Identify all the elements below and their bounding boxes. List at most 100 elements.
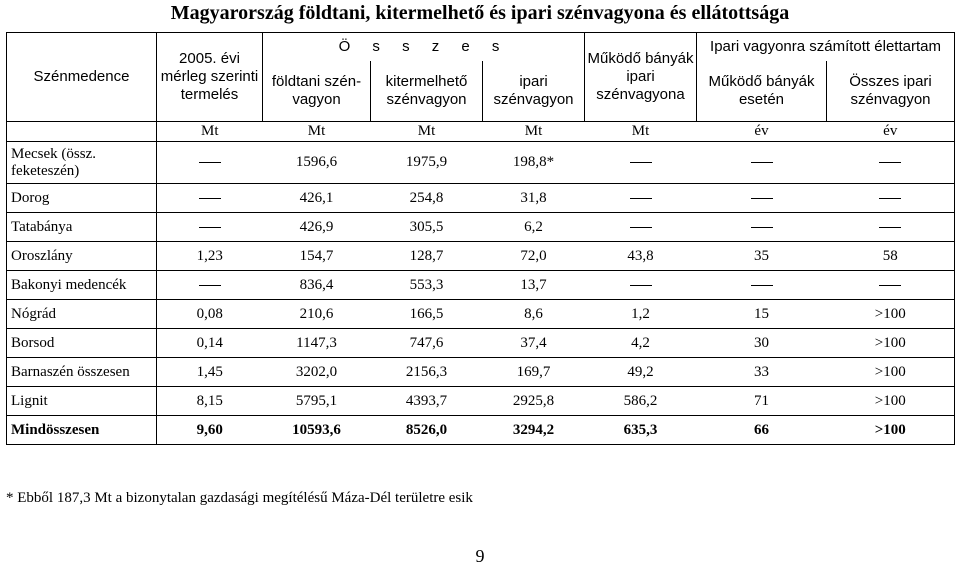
unit-cell: Mt	[524, 123, 543, 139]
value-cell	[156, 212, 263, 242]
value-cell: >100	[826, 328, 955, 358]
value-cell: 210,6	[262, 299, 371, 329]
basin-name: Nógrád	[6, 299, 157, 329]
basin-name: Lignit	[6, 386, 157, 416]
value-cell: 35	[696, 241, 827, 271]
value-cell: 8,15	[156, 386, 263, 416]
table-row: Tatabánya 426,9 305,5 6,2	[6, 212, 955, 242]
value-cell: >100	[826, 415, 955, 445]
value-cell: 1,23	[156, 241, 263, 271]
value-cell: 166,5	[370, 299, 483, 329]
coal-reserves-table: Szénmedence 2005. évi mérleg szerinti te…	[6, 31, 955, 445]
header-industrial-reserve: ipari szénvagyon	[482, 60, 585, 122]
value-cell: 71	[696, 386, 827, 416]
value-cell: >100	[826, 357, 955, 387]
page-number: 9	[475, 546, 485, 566]
table-row: Oroszlány 1,23 154,7 128,7 72,0 43,8 35 58	[6, 241, 955, 271]
unit-cell: Mt	[200, 123, 219, 139]
dash-mark	[629, 226, 652, 228]
value-cell	[696, 270, 827, 300]
value-cell: 154,7	[262, 241, 371, 271]
value-cell: 43,8	[584, 241, 697, 271]
value-cell	[826, 183, 955, 213]
value-cell: 0,08	[156, 299, 263, 329]
value-cell: 1147,3	[262, 328, 371, 358]
basin-name: Dorog	[6, 183, 157, 213]
header-basin: Szénmedence	[6, 32, 157, 122]
dash-mark	[879, 226, 902, 228]
value-cell: 553,3	[370, 270, 483, 300]
value-cell: 49,2	[584, 357, 697, 387]
header-recoverable-reserve: kitermelhető szénvagyon	[370, 60, 483, 122]
dash-mark	[750, 197, 773, 199]
value-cell: 0,14	[156, 328, 263, 358]
value-cell: 3294,2	[482, 415, 585, 445]
value-cell: 58	[826, 241, 955, 271]
unit-cell: Mt	[307, 123, 326, 139]
value-cell: 169,7	[482, 357, 585, 387]
value-cell: 426,1	[262, 183, 371, 213]
value-cell	[156, 183, 263, 213]
value-cell: 305,5	[370, 212, 483, 242]
value-cell: 5795,1	[262, 386, 371, 416]
header-group-total: Ö s s z e s	[262, 31, 585, 61]
value-cell: 198,8*	[482, 141, 585, 184]
value-cell: 9,60	[156, 415, 263, 445]
dash-mark	[879, 197, 902, 199]
value-cell	[156, 141, 263, 184]
value-cell: 747,6	[370, 328, 483, 358]
value-cell: 254,8	[370, 183, 483, 213]
footnote: * Ebből 187,3 Mt a bizonytalan gazdasági…	[6, 490, 473, 506]
value-cell	[696, 183, 827, 213]
value-cell	[826, 270, 955, 300]
table-row: Nógrád 0,08 210,6 166,5 8,6 1,2 15 >100	[6, 299, 955, 329]
value-cell: 1975,9	[370, 141, 483, 184]
dash-mark	[629, 284, 652, 286]
value-cell: 31,8	[482, 183, 585, 213]
value-cell: 66	[696, 415, 827, 445]
value-cell: 1,45	[156, 357, 263, 387]
value-cell: 72,0	[482, 241, 585, 271]
header-operating-mines-reserve: Működő bányák ipari szénvagyona	[584, 32, 697, 122]
value-cell	[584, 141, 697, 184]
value-cell: 836,4	[262, 270, 371, 300]
value-cell: 635,3	[584, 415, 697, 445]
value-cell: 30	[696, 328, 827, 358]
header-lifetime-operating: Működő bányák esetén	[696, 60, 827, 122]
value-cell: 1596,6	[262, 141, 371, 184]
basin-name: Mecsek (össz. feketeszén)	[6, 141, 157, 184]
value-cell	[584, 212, 697, 242]
value-cell: 8,6	[482, 299, 585, 329]
table-row: Mindösszesen 9,60 10593,6 8526,0 3294,2 635,3…	[6, 415, 955, 445]
table-row: Barnaszén összesen 1,45 3202,0 2156,3 169,7 4…	[6, 357, 955, 387]
value-cell: 4,2	[584, 328, 697, 358]
dash-mark	[198, 284, 221, 286]
value-cell: 15	[696, 299, 827, 329]
table-row: Borsod 0,14 1147,3 747,6 37,4 4,2 30 >100	[6, 328, 955, 358]
unit-cell: év	[754, 123, 769, 139]
value-cell: 3202,0	[262, 357, 371, 387]
value-cell: 1,2	[584, 299, 697, 329]
value-cell	[826, 141, 955, 184]
value-cell: 128,7	[370, 241, 483, 271]
value-cell	[696, 141, 827, 184]
basin-name: Borsod	[6, 328, 157, 358]
value-cell: 8526,0	[370, 415, 483, 445]
value-cell	[696, 212, 827, 242]
dash-mark	[198, 226, 221, 228]
value-cell	[826, 212, 955, 242]
value-cell: 426,9	[262, 212, 371, 242]
unit-cell: Mt	[417, 123, 436, 139]
table-row: Dorog 426,1 254,8 31,8	[6, 183, 955, 213]
basin-name: Barnaszén összesen	[6, 357, 157, 387]
value-cell: 586,2	[584, 386, 697, 416]
basin-name: Tatabánya	[6, 212, 157, 242]
page-title: Magyarország földtani, kitermelhető és i…	[170, 2, 790, 24]
header-production-2005: 2005. évi mérleg szerinti termelés	[156, 32, 263, 122]
value-cell: >100	[826, 386, 955, 416]
value-cell: 2925,8	[482, 386, 585, 416]
value-cell: >100	[826, 299, 955, 329]
value-cell: 10593,6	[262, 415, 371, 445]
value-cell: 2156,3	[370, 357, 483, 387]
unit-cell: év	[826, 121, 955, 142]
